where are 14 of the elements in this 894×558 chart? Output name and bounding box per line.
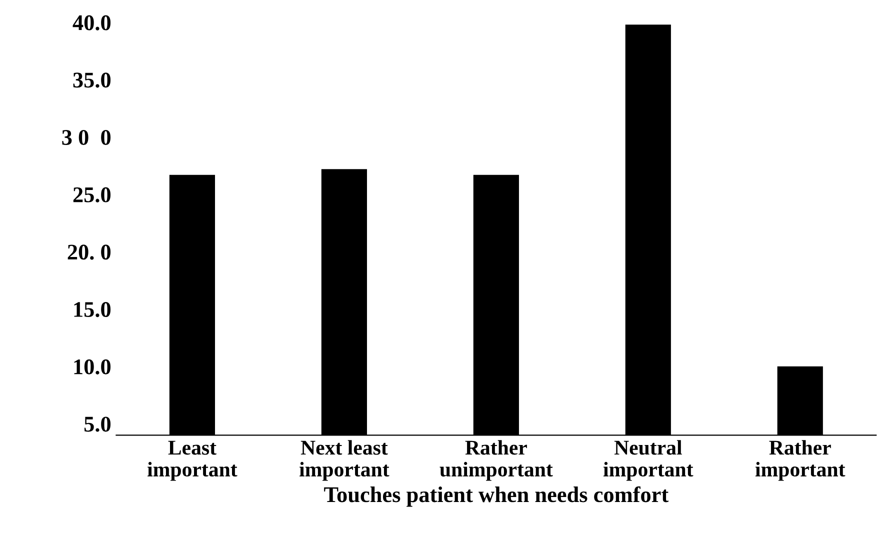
y-tick-label: 15.0 bbox=[74, 302, 111, 318]
x-tick-label: Neutral important bbox=[603, 440, 694, 481]
x-tick-label: Least important bbox=[148, 440, 238, 481]
y-tick-label: 20. 0 bbox=[68, 244, 111, 260]
y-tick-label: 3 0 0 bbox=[62, 130, 111, 145]
y-tick-label: 25.0 bbox=[73, 187, 111, 202]
y-tick-label: 35.0 bbox=[73, 72, 111, 88]
x-tick-label: Next least important bbox=[300, 440, 390, 481]
x-axis-title: Touches patient when needs comfort bbox=[324, 486, 669, 507]
x-tick-label: Rather unimportant bbox=[440, 440, 553, 481]
y-tick-label: 40.0 bbox=[72, 15, 111, 30]
x-tick-label: Rather important bbox=[755, 440, 846, 481]
y-tick-label: 10.0 bbox=[74, 359, 111, 374]
y-tick-label: 5.0 bbox=[84, 416, 111, 432]
